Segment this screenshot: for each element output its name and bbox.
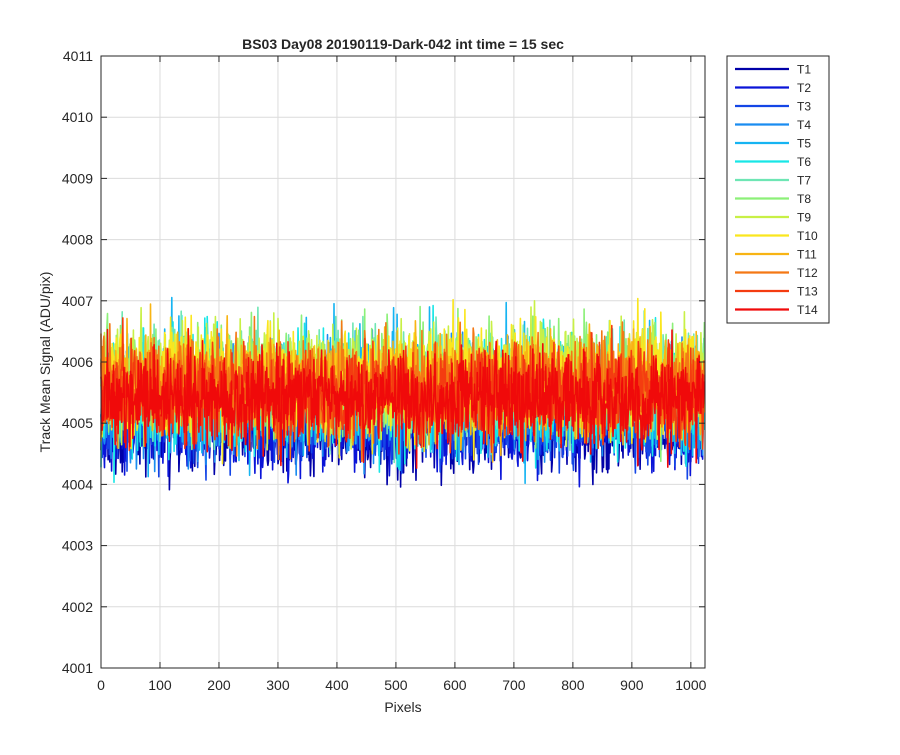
legend-label: T9 [797, 211, 811, 225]
series-line-t14 [100, 327, 706, 469]
x-tick-label: 900 [620, 677, 644, 693]
legend-label: T10 [797, 229, 818, 243]
x-tick-label: 200 [207, 677, 231, 693]
y-tick-label: 4006 [62, 354, 93, 370]
y-tick-label: 4001 [62, 660, 93, 676]
y-tick-label: 4010 [62, 109, 93, 125]
x-tick-label: 800 [561, 677, 585, 693]
y-axis: 4001 4002 4003 4004 4005 4006 4007 4008 4009 4010… [62, 48, 705, 676]
chart-title: BS03 Day08 20190119-Dark-042 int time = … [242, 36, 564, 52]
legend-label: T6 [797, 155, 811, 169]
legend-label: T11 [797, 248, 817, 262]
x-axis-label: Pixels [384, 699, 421, 715]
x-tick-label: 700 [502, 677, 526, 693]
legend-label: T13 [797, 285, 818, 299]
x-axis: 0 100 200 300 400 500 600 700 800 900 1000 [97, 56, 707, 693]
legend-label: T4 [797, 118, 811, 132]
x-tick-label: 600 [443, 677, 467, 693]
y-tick-label: 4008 [62, 232, 93, 248]
legend-label: T8 [797, 192, 811, 206]
legend: T1 T2 T3 T4 T5 T6 T7 T8 T9 T10 T11 T12 T13 T14 [726, 55, 830, 324]
x-tick-label: 1000 [675, 677, 706, 693]
x-tick-label: 300 [266, 677, 290, 693]
y-tick-label: 4009 [62, 170, 93, 186]
y-tick-label: 4011 [63, 48, 93, 64]
x-tick-label: 100 [148, 677, 172, 693]
x-tick-label: 400 [325, 677, 349, 693]
series-lines [100, 296, 706, 491]
legend-label: T14 [797, 303, 818, 317]
y-tick-label: 4005 [62, 415, 93, 431]
y-tick-label: 4003 [62, 538, 93, 554]
y-tick-label: 4004 [62, 476, 93, 492]
x-tick-label: 0 [97, 677, 105, 693]
legend-label: T3 [797, 100, 811, 114]
x-tick-label: 500 [384, 677, 408, 693]
y-tick-label: 4002 [62, 599, 93, 615]
y-tick-label: 4007 [62, 293, 93, 309]
legend-label: T12 [797, 266, 818, 280]
y-axis-label: Track Mean Signal (ADU/pix) [37, 272, 53, 453]
legend-label: T5 [797, 137, 811, 151]
legend-label: T7 [797, 174, 811, 188]
legend-box [726, 55, 830, 324]
legend-label: T2 [797, 81, 811, 95]
legend-label: T1 [797, 63, 811, 77]
